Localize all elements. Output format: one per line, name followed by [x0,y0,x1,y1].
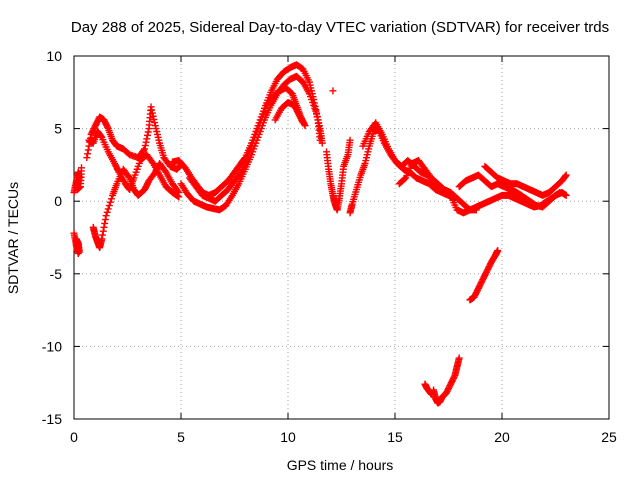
y-tick-label: 10 [46,48,62,64]
data-point [175,193,183,201]
data-point [174,192,182,200]
data-point [150,115,158,123]
data-point [455,354,463,362]
series-sat-a [70,229,83,257]
data-point [143,131,151,139]
data-point [99,231,107,239]
data-point [98,235,106,243]
data-point [329,87,337,95]
data-point [140,146,148,154]
data-point [562,171,570,179]
data-point [151,119,159,127]
x-axis-label: GPS time / hours [287,457,394,473]
y-axis-label: SDTVAR / TECUs [5,182,21,294]
data-point [346,136,354,144]
data-point [106,198,114,206]
y-tick-label: -10 [42,338,62,354]
y-tick-label: -15 [42,411,62,427]
data-point [101,219,109,227]
x-tick-label: 0 [70,429,78,445]
data-point [148,109,156,117]
series-sat-e [85,128,183,201]
series-sat-j [329,87,337,95]
data-point [75,248,83,256]
data-point [141,142,149,150]
data-point [100,223,108,231]
axis-ticks: 0 5 10 15 20 25 -15 -10 -5 0 5 10 [42,48,617,445]
data-point [83,154,91,162]
series-sat-o [430,354,463,407]
data-point [105,202,113,210]
data-point [84,150,92,158]
series-sat-i [271,98,307,127]
y-tick-label: 0 [54,193,62,209]
series-sat-c [83,103,185,173]
y-tick-label: -5 [50,266,63,282]
x-tick-label: 25 [601,429,617,445]
grid [74,56,609,419]
data-point [148,106,156,114]
data-point [101,216,109,224]
data-point [318,139,326,147]
series-sat-n [395,157,480,214]
x-tick-label: 5 [177,429,185,445]
series-sat-t [466,247,502,304]
data-point [103,208,111,216]
data-point [104,205,112,213]
data-points [70,61,570,407]
x-tick-label: 20 [494,429,510,445]
series-sat-k [323,136,354,214]
series-sat-b [70,164,85,196]
data-point [149,112,157,120]
data-point [147,103,155,111]
series-sat-r [455,171,570,211]
data-point [107,195,115,203]
data-point [144,128,152,136]
series-sat-p [421,380,435,398]
data-point [104,123,112,131]
data-point [561,172,569,180]
data-point [77,164,85,172]
data-point [236,170,244,178]
data-point [298,117,306,125]
chart-title: Day 288 of 2025, Sidereal Day-to-day VTE… [71,19,609,36]
data-point [99,227,107,235]
data-point [84,146,92,154]
data-point [299,119,307,127]
data-point [562,191,570,199]
x-tick-label: 10 [280,429,296,445]
series-sat-s [481,162,570,199]
data-point [141,145,149,153]
data-point [427,390,435,398]
data-point [494,247,502,255]
x-tick-label: 15 [387,429,403,445]
data-point [427,389,435,397]
data-point [102,212,110,220]
y-tick-label: 5 [54,121,62,137]
data-point [142,138,150,146]
data-point [143,135,151,143]
